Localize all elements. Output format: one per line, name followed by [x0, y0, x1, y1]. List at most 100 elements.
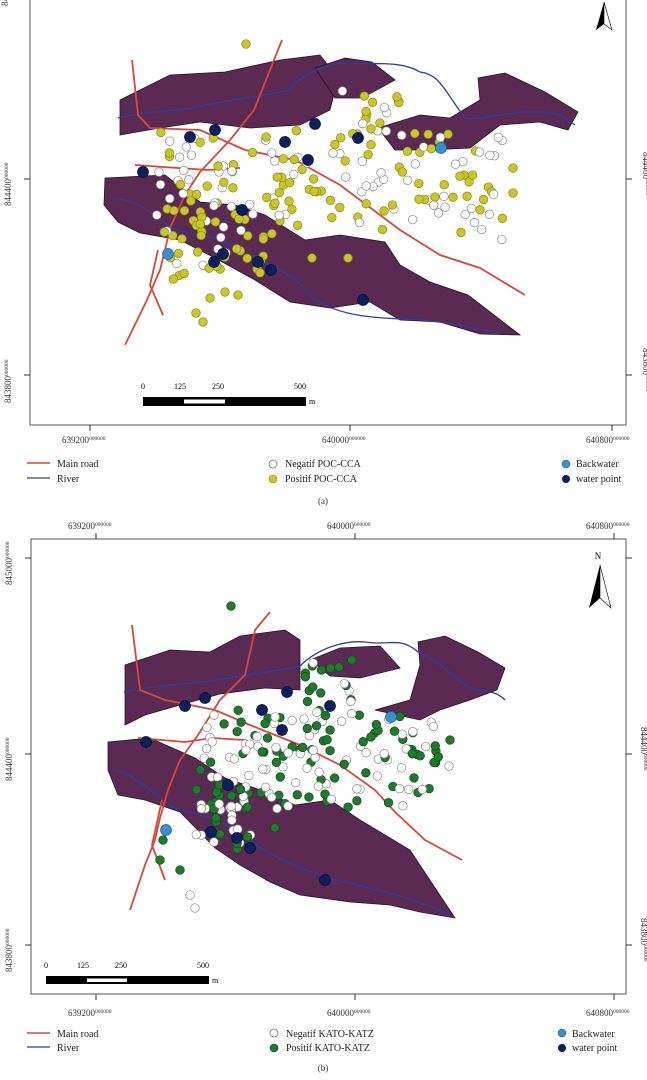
positive-sample-point [414, 194, 424, 204]
negative-sample-point [421, 741, 431, 752]
backwater-marker [435, 142, 447, 154]
positive-sample-point [478, 194, 489, 205]
positive-sample-point [255, 268, 265, 278]
legend-main-road: Main road [57, 459, 98, 470]
negative-sample-point [489, 189, 499, 199]
main-road-line [149, 249, 164, 316]
backwater-marker [385, 711, 397, 723]
positive-sample-point [407, 749, 418, 759]
negative-sample-point [272, 803, 282, 814]
main-road-line [129, 611, 271, 911]
negative-sample-point [302, 763, 312, 773]
positive-sample-point [410, 128, 420, 139]
positive-sample-point [340, 156, 350, 166]
positive-sample-point [309, 186, 319, 197]
negative-sample-point [361, 181, 371, 191]
negative-sample-point [287, 715, 297, 726]
negative-sample-point [291, 778, 301, 788]
positive-sample-point [261, 132, 271, 142]
main-road-line [131, 59, 526, 296]
positive-sample-point [448, 192, 458, 202]
water-point-marker [276, 724, 288, 736]
legend-negative: Negatif POC-CCA [285, 459, 362, 470]
legend-backwater: Backwater [576, 459, 619, 470]
negative-sample-point [477, 224, 487, 235]
negative-sample-point [270, 712, 280, 722]
positive-sample-point [336, 133, 346, 143]
y-tick-label: 843800000000 [3, 359, 13, 403]
positive-sample-point [233, 290, 243, 300]
positive-sample-point [335, 202, 345, 213]
positive-sample-point [308, 174, 319, 184]
positive-sample-point [359, 91, 369, 101]
negative-sample-point [267, 148, 277, 158]
water-point-marker [265, 264, 277, 276]
positive-sample-point [414, 178, 424, 189]
positive-sample-point [275, 772, 285, 782]
negative-sample-point [218, 222, 229, 232]
positive-sample-point [415, 751, 425, 761]
positive-sample-point [423, 129, 433, 139]
legend-backwater-swatch [557, 1028, 567, 1038]
north-label: N [595, 551, 602, 561]
positive-sample-point [247, 147, 258, 158]
positive-sample-point [258, 234, 268, 244]
positive-sample-point [402, 146, 413, 156]
negative-sample-point [236, 225, 246, 236]
north-arrow-a [596, 1, 613, 31]
water-point-marker [184, 131, 196, 143]
legend-negative-swatch [269, 1028, 279, 1038]
positive-sample-point [297, 164, 307, 175]
positive-sample-point [322, 735, 332, 745]
negative-sample-point [469, 218, 480, 228]
x-tick-label: 639200000000 [62, 435, 106, 445]
legend-water-point-swatch [558, 1044, 566, 1052]
negative-sample-point [361, 748, 371, 758]
positive-sample-point [363, 149, 373, 160]
water-point-marker [209, 124, 221, 136]
positive-sample-point [219, 177, 229, 187]
negative-sample-point [354, 217, 365, 228]
y-tick-label: 844400000000 [639, 727, 647, 771]
positive-sample-point [352, 796, 362, 806]
negative-sample-point [289, 169, 299, 179]
negative-sample-point [439, 191, 449, 201]
x-tick-label: 640800000000 [586, 1008, 630, 1018]
negative-sample-point [394, 784, 405, 794]
positive-sample-point [343, 253, 353, 263]
positive-sample-point [325, 745, 335, 756]
negative-sample-point [404, 784, 414, 795]
positive-sample-point [445, 735, 455, 745]
main-road-line [137, 737, 246, 743]
y-tick-label: 845000000000 [4, 541, 14, 585]
positive-sample-point [361, 106, 371, 117]
negative-sample-point [266, 792, 277, 802]
negative-sample-point [433, 208, 444, 218]
negative-sample-point [358, 118, 368, 129]
negative-sample-point [396, 763, 407, 773]
positive-sample-point [443, 129, 453, 139]
positive-sample-point [241, 39, 251, 49]
water-point-marker [236, 204, 248, 216]
positive-sample-point [215, 829, 225, 839]
positive-sample-point [270, 198, 280, 208]
positive-sample-point [191, 784, 202, 795]
backwater-marker [162, 248, 174, 260]
positive-sample-point [158, 835, 168, 845]
negative-sample-point [216, 232, 226, 243]
positive-sample-point [202, 181, 212, 191]
positive-sample-point [220, 287, 230, 297]
sample-points-b [140, 601, 455, 913]
negative-sample-point [398, 801, 408, 811]
positive-sample-point [327, 212, 337, 223]
water-point-marker [137, 166, 149, 178]
negative-sample-point [229, 754, 240, 764]
zone-polygon [374, 635, 506, 721]
positive-sample-point [462, 191, 472, 201]
positive-sample-point [456, 227, 466, 238]
positive-sample-point [298, 742, 308, 753]
positive-sample-point [367, 97, 378, 107]
x-tick-label: 640000000000 [327, 1008, 371, 1018]
scale-label: 0 [44, 961, 48, 970]
